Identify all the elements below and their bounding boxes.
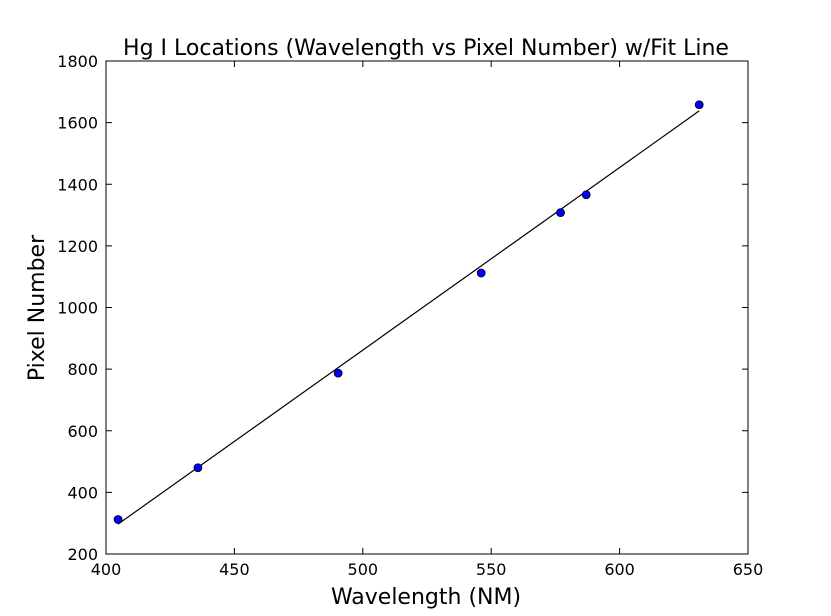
y-tick-label: 1200 bbox=[57, 237, 98, 256]
chart-title: Hg I Locations (Wavelength vs Pixel Numb… bbox=[123, 36, 729, 61]
y-tick-label: 600 bbox=[67, 422, 98, 441]
y-tick-label: 1000 bbox=[57, 299, 98, 318]
y-axis-label: Pixel Number bbox=[25, 234, 50, 381]
x-tick-label: 450 bbox=[219, 560, 250, 579]
ticks-layer: 400 450 500 550 600 6502004006008001000120014… bbox=[57, 52, 763, 579]
y-tick-label: 1800 bbox=[57, 52, 98, 71]
x-tick-label: 600 bbox=[604, 560, 635, 579]
data-point bbox=[556, 208, 565, 217]
data-point bbox=[333, 368, 343, 378]
y-tick-label: 1400 bbox=[57, 175, 98, 194]
data-point bbox=[581, 190, 591, 200]
plot-layer bbox=[113, 100, 704, 525]
y-tick-label: 400 bbox=[67, 483, 98, 502]
data-point bbox=[694, 100, 704, 110]
y-tick-label: 800 bbox=[67, 360, 98, 379]
x-tick-label: 550 bbox=[476, 560, 507, 579]
x-tick-label: 500 bbox=[348, 560, 379, 579]
y-tick-label: 1600 bbox=[57, 114, 98, 133]
fit-line bbox=[117, 110, 700, 525]
x-axis-label: Wavelength (NM) bbox=[331, 585, 521, 610]
plot-frame bbox=[105, 60, 749, 555]
y-tick-label: 200 bbox=[67, 545, 98, 564]
x-tick-label: 650 bbox=[733, 560, 764, 579]
data-point bbox=[476, 268, 486, 278]
data-point bbox=[193, 463, 203, 473]
data-point bbox=[113, 515, 123, 524]
x-tick-label: 400 bbox=[91, 560, 122, 579]
